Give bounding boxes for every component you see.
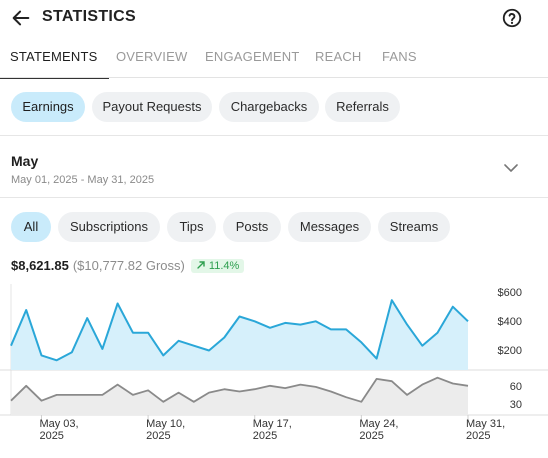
x-tick-label: May 03, bbox=[39, 418, 78, 430]
tab-fans[interactable]: FANS bbox=[382, 49, 417, 64]
trend-up-icon bbox=[197, 261, 205, 269]
x-tick-label: 2025 bbox=[39, 430, 63, 442]
x-tick-label: 2025 bbox=[466, 430, 490, 442]
filter-tips[interactable]: Tips bbox=[167, 212, 216, 242]
filter-posts[interactable]: Posts bbox=[223, 212, 281, 242]
chip-referrals[interactable]: Referrals bbox=[325, 92, 400, 122]
month-selector[interactable]: May May 01, 2025 - May 31, 2025 bbox=[0, 140, 548, 198]
earnings-summary: $8,621.85 ($10,777.82 Gross) 11.4% bbox=[11, 258, 245, 276]
secondary-y-tick: 30 bbox=[510, 399, 522, 411]
earnings-y-tick: $200 bbox=[498, 345, 522, 357]
tab-statements[interactable]: STATEMENTS bbox=[0, 38, 111, 79]
x-tick-label: 2025 bbox=[253, 430, 277, 442]
chip-chargebacks[interactable]: Chargebacks bbox=[219, 92, 319, 122]
earnings-area bbox=[11, 300, 468, 370]
x-tick-label: May 24, bbox=[359, 418, 398, 430]
tab-overview[interactable]: OVERVIEW bbox=[116, 49, 188, 64]
help-circle-icon[interactable] bbox=[501, 7, 523, 29]
chip-payout-requests[interactable]: Payout Requests bbox=[92, 92, 212, 122]
x-tick-label: May 10, bbox=[146, 418, 185, 430]
growth-badge: 11.4% bbox=[190, 259, 245, 273]
divider bbox=[0, 135, 548, 136]
stats-tabs: STATEMENTS OVERVIEW ENGAGEMENT REACH FAN… bbox=[0, 38, 548, 79]
gross-amount: ($10,777.82 Gross) bbox=[72, 258, 185, 273]
filter-subscriptions[interactable]: Subscriptions bbox=[58, 212, 160, 242]
x-tick-label: May 31, bbox=[466, 418, 505, 430]
filter-streams[interactable]: Streams bbox=[378, 212, 450, 242]
x-tick-label: 2025 bbox=[146, 430, 170, 442]
secondary-y-tick: 60 bbox=[510, 381, 522, 393]
chevron-down-icon bbox=[504, 164, 518, 172]
app-header: STATISTICS bbox=[0, 0, 548, 36]
divider bbox=[0, 197, 548, 198]
filter-messages[interactable]: Messages bbox=[288, 212, 371, 242]
earnings-y-tick: $400 bbox=[498, 316, 522, 328]
net-amount: $8,621.85 bbox=[11, 258, 69, 273]
secondary-area bbox=[11, 377, 468, 415]
earnings-y-tick: $600 bbox=[498, 287, 522, 299]
tab-engagement[interactable]: ENGAGEMENT bbox=[205, 49, 300, 64]
filter-all[interactable]: All bbox=[11, 212, 51, 242]
earnings-line bbox=[10, 299, 469, 362]
x-tick-label: 2025 bbox=[359, 430, 383, 442]
page-title: STATISTICS bbox=[42, 8, 136, 25]
x-tick-label: May 17, bbox=[253, 418, 292, 430]
month-name: May bbox=[11, 153, 39, 169]
growth-value: 11.4% bbox=[208, 260, 240, 272]
chip-earnings[interactable]: Earnings bbox=[11, 92, 85, 122]
secondary-line bbox=[10, 376, 469, 403]
month-date-range: May 01, 2025 - May 31, 2025 bbox=[11, 174, 155, 186]
tab-reach[interactable]: REACH bbox=[315, 49, 362, 64]
arrow-left-icon[interactable] bbox=[10, 7, 32, 29]
